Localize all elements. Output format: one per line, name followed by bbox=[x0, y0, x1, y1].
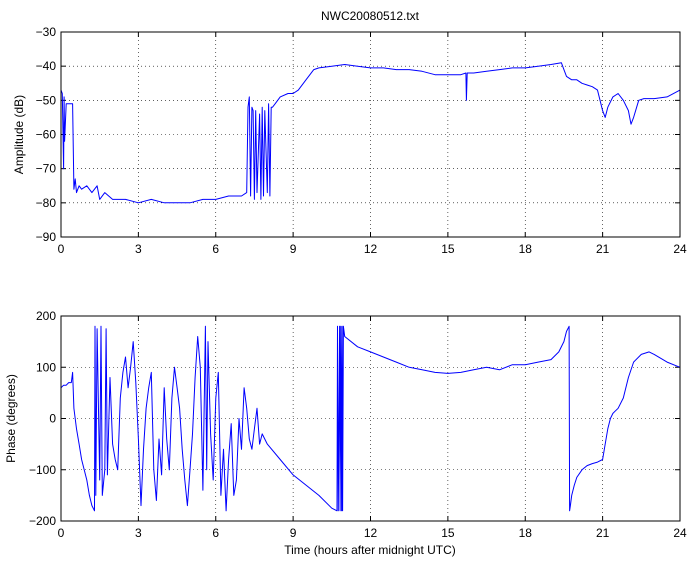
amplitude-x-tick-label: 21 bbox=[596, 242, 610, 256]
amplitude-x-tick-label: 12 bbox=[364, 242, 378, 256]
phase-x-tick-label: 24 bbox=[673, 526, 687, 540]
amplitude-y-tick-label: −60 bbox=[36, 128, 57, 142]
amplitude-x-tick-label: 3 bbox=[135, 242, 142, 256]
phase-x-tick-label: 18 bbox=[519, 526, 533, 540]
amplitude-x-tick-label: 18 bbox=[519, 242, 533, 256]
amplitude-y-tick-label: −80 bbox=[36, 196, 57, 210]
amplitude-y-tick-label: −70 bbox=[36, 162, 57, 176]
phase-y-axis-label: Phase (degrees) bbox=[4, 374, 18, 463]
phase-axes-frame bbox=[60, 315, 681, 522]
amplitude-x-ticks: 0 3 6 9 12 15 18 21 24 bbox=[58, 32, 687, 256]
phase-y-ticks: −200 −100 0 100 200 bbox=[29, 309, 680, 528]
amplitude-grid bbox=[61, 32, 680, 237]
phase-x-tick-label: 6 bbox=[212, 526, 219, 540]
phase-y-tick-label: −200 bbox=[29, 514, 56, 528]
amplitude-y-axis-label: Amplitude (dB) bbox=[12, 95, 26, 174]
amplitude-series bbox=[60, 62, 681, 204]
phase-y-tick-label: 100 bbox=[36, 360, 56, 374]
phase-y-tick-label: −100 bbox=[29, 463, 56, 477]
amplitude-x-tick-label: 6 bbox=[212, 242, 219, 256]
amplitude-panel: NWC20080512.txt 0 3 6 9 12 15 18 21 24 −90 −80 −70… bbox=[12, 9, 687, 256]
amplitude-y-tick-label: −90 bbox=[36, 230, 57, 244]
amplitude-y-tick-label: −50 bbox=[36, 93, 57, 107]
amplitude-y-tick-label: −30 bbox=[36, 25, 57, 39]
amplitude-axes-frame bbox=[60, 31, 681, 238]
phase-x-ticks: 0 3 6 9 12 15 18 21 24 bbox=[58, 316, 687, 540]
amplitude-x-tick-label: 9 bbox=[290, 242, 297, 256]
amplitude-x-tick-label: 0 bbox=[58, 242, 65, 256]
phase-x-tick-label: 9 bbox=[290, 526, 297, 540]
amplitude-y-tick-label: −40 bbox=[36, 59, 57, 73]
phase-x-tick-label: 0 bbox=[58, 526, 65, 540]
phase-y-tick-label: 200 bbox=[36, 309, 56, 323]
amplitude-x-tick-label: 15 bbox=[441, 242, 455, 256]
phase-y-tick-label: 0 bbox=[49, 412, 56, 426]
phase-panel: 0 3 6 9 12 15 18 21 24 −200 −100 0 100 200 Phase (de… bbox=[4, 309, 687, 557]
chart-title: NWC20080512.txt bbox=[321, 9, 420, 23]
phase-x-tick-label: 15 bbox=[441, 526, 455, 540]
phase-x-tick-label: 21 bbox=[596, 526, 610, 540]
phase-x-tick-label: 3 bbox=[135, 526, 142, 540]
phase-series-line bbox=[60, 325, 681, 512]
amplitude-series-line bbox=[60, 62, 681, 204]
phase-x-axis-label: Time (hours after midnight UTC) bbox=[284, 543, 456, 557]
phase-grid bbox=[61, 316, 680, 521]
amplitude-y-ticks: −90 −80 −70 −60 −50 −40 −30 bbox=[36, 25, 680, 244]
phase-x-tick-label: 12 bbox=[364, 526, 378, 540]
amplitude-x-tick-label: 24 bbox=[673, 242, 687, 256]
phase-series bbox=[60, 325, 681, 512]
